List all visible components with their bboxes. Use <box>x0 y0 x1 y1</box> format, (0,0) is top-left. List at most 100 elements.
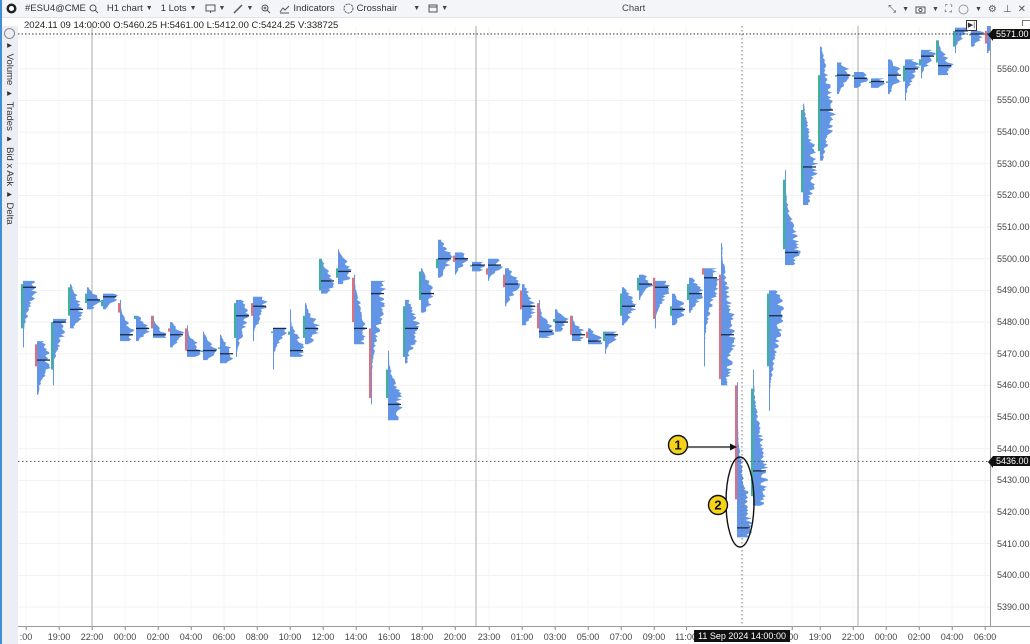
drawing-tools-dropdown[interactable]: ▼ <box>229 0 257 18</box>
footprint-bar[interactable] <box>218 334 234 364</box>
footprint-bar[interactable] <box>68 284 84 329</box>
footprint-bar[interactable] <box>470 261 486 272</box>
mode-trades[interactable]: Trades <box>4 101 15 131</box>
footprint-bar[interactable] <box>336 249 353 285</box>
footprint-bar[interactable] <box>101 293 118 310</box>
footprint-bar[interactable] <box>85 287 102 310</box>
footprint-bar[interactable] <box>903 59 921 101</box>
footprint-bar[interactable] <box>637 274 655 300</box>
footprint-bar[interactable] <box>936 40 954 76</box>
footprint-bar[interactable] <box>953 27 969 53</box>
footprint-bar[interactable] <box>403 299 420 364</box>
footprint-bar[interactable] <box>735 382 754 538</box>
price-chart[interactable]: 12 <box>18 26 990 626</box>
price-tick-label: 5440.00 <box>997 443 1030 454</box>
lots-dropdown[interactable]: 1 Lots ▼ <box>157 0 201 18</box>
footprint-bar[interactable] <box>319 258 334 294</box>
symbol-selector[interactable]: #ESU4@CME <box>21 0 103 18</box>
footprint-bar[interactable] <box>586 328 603 345</box>
footprint-bar[interactable] <box>818 46 836 161</box>
footprint-bar[interactable] <box>653 277 671 329</box>
crosshair-dropdown[interactable]: ▼ <box>409 0 424 18</box>
symbol-label: #ESU4@CME <box>25 3 86 14</box>
circle-icon[interactable] <box>958 4 969 15</box>
indicators-button[interactable]: Indicators <box>275 0 338 18</box>
footprint-bar[interactable] <box>886 59 901 95</box>
pin-icon[interactable]: ⊥ <box>1002 3 1012 15</box>
footprint-bar[interactable] <box>603 331 618 354</box>
footprint-bar[interactable] <box>486 258 504 281</box>
time-tick-label: 02:00 <box>146 627 170 642</box>
footprint-bar[interactable] <box>369 280 387 405</box>
footprint-bar[interactable] <box>503 268 521 307</box>
time-axis[interactable]: :00 19:00 22:00 00:00 02:00 04:00 06:00 08:00 10… <box>18 626 1030 644</box>
footprint-bar[interactable] <box>869 78 886 88</box>
collapse-icon[interactable]: ⤡ <box>888 3 897 15</box>
footprint-bar[interactable] <box>919 49 936 79</box>
time-tick-label: 08:00 <box>245 627 269 642</box>
footprint-bar[interactable] <box>520 284 538 326</box>
footprint-bar[interactable] <box>570 315 585 342</box>
go-to-latest-button[interactable]: ▶| <box>966 20 977 31</box>
chevron-down-icon[interactable]: ▼ <box>974 5 982 13</box>
crosshair-button[interactable]: Crosshair <box>339 0 402 18</box>
price-axis[interactable]: 5560.00 5550.00 5540.00 5530.00 5520.00 5510.… <box>988 26 1030 626</box>
window-layout-dropdown[interactable]: ▼ <box>424 0 452 18</box>
footprint-bar[interactable] <box>670 293 685 326</box>
footprint-bar[interactable] <box>702 268 720 367</box>
footprint-bar[interactable] <box>271 327 288 370</box>
mode-volume[interactable]: Volume <box>4 53 15 86</box>
footprint-bar[interactable] <box>852 71 869 88</box>
footprint-bar[interactable] <box>537 299 555 338</box>
footprint-bar[interactable] <box>783 170 801 266</box>
chevron-down-icon[interactable]: ▼ <box>902 5 910 13</box>
footprint-bar[interactable] <box>835 62 852 95</box>
footprint-bar[interactable] <box>151 315 167 338</box>
mode-delta[interactable]: Delta <box>4 202 15 225</box>
footprint-bar[interactable] <box>303 303 321 345</box>
footprint-bar[interactable] <box>453 252 468 275</box>
footprint-bar[interactable] <box>386 350 403 421</box>
indicators-label: Indicators <box>293 3 335 14</box>
camera-icon[interactable] <box>915 5 926 14</box>
footprint-bar[interactable] <box>751 369 769 506</box>
footprint-bar[interactable] <box>21 280 38 348</box>
fullscreen-icon[interactable]: ⛶ <box>944 3 952 15</box>
footprint-bar[interactable] <box>168 322 185 348</box>
zoom-button[interactable] <box>257 0 275 18</box>
footprint-bar[interactable] <box>134 315 150 342</box>
footprint-bar[interactable] <box>419 268 434 313</box>
chevron-down-icon[interactable]: ▼ <box>932 5 939 13</box>
footprint-side-panel: ▸ Volume ▸ Trades ▸ Bid x Ask ▸ Delta <box>2 26 18 644</box>
ohlc-info: 2024.11.09 14:00:00 O:5460.25 H:5461.00 … <box>24 20 339 31</box>
footprint-bar[interactable] <box>201 331 218 361</box>
footprint-bar[interactable] <box>185 325 203 357</box>
mode-bid-ask[interactable]: Bid x Ask <box>4 147 15 187</box>
footprint-bar[interactable] <box>620 287 637 326</box>
footprint-bar[interactable] <box>234 299 250 357</box>
timeframe-dropdown[interactable]: H1 chart ▼ <box>103 0 157 18</box>
app-logo[interactable] <box>2 0 21 18</box>
price-tick-label: 5410.00 <box>997 538 1030 549</box>
footprint-bar[interactable] <box>51 318 67 386</box>
footprint-bar[interactable] <box>719 242 737 386</box>
lots-label: 1 Lots <box>160 3 187 14</box>
settings-gear-icon[interactable]: ⚙ <box>987 3 997 15</box>
footprint-bar[interactable] <box>288 309 305 357</box>
footprint-bar[interactable] <box>118 299 135 342</box>
price-tick-label: 5390.00 <box>997 602 1030 612</box>
close-icon[interactable]: ✕ <box>1017 3 1026 15</box>
footprint-bar[interactable] <box>767 290 784 411</box>
footprint-bar[interactable] <box>352 274 368 345</box>
panel-settings-icon[interactable] <box>4 28 15 39</box>
crosshair-label: Crosshair <box>356 3 398 14</box>
footprint-bar[interactable] <box>553 309 569 332</box>
chart-type-dropdown[interactable]: ▼ <box>201 0 230 18</box>
footprint-bar[interactable] <box>687 277 704 313</box>
footprint-bar[interactable] <box>436 239 454 278</box>
footprint-bar[interactable] <box>801 103 819 205</box>
time-tick-label: 06:00 <box>212 627 236 642</box>
footprint-bar[interactable] <box>251 296 268 342</box>
footprint-bar[interactable] <box>969 30 985 47</box>
footprint-bar[interactable] <box>35 341 51 395</box>
